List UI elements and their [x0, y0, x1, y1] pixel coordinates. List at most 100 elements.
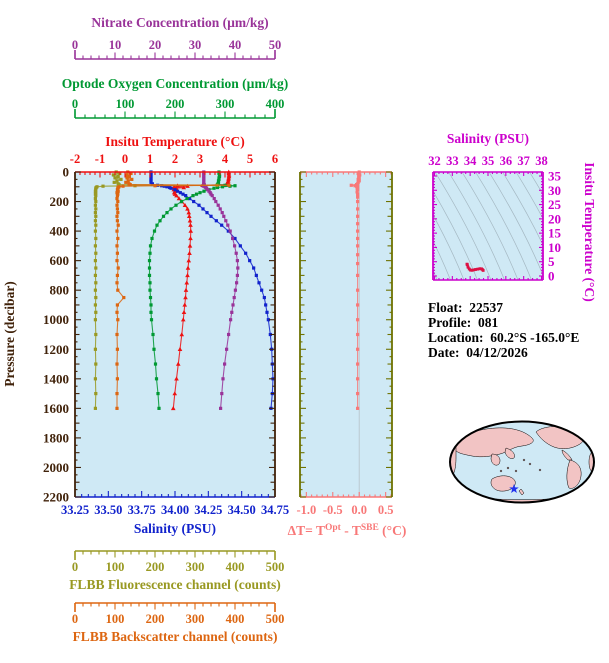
temperature-axis-tick-label: 6: [272, 152, 278, 166]
ts-track: [465, 262, 485, 272]
nitrate-axis-tick-label: 20: [149, 38, 162, 52]
float-info-line: Date: 04/12/2026: [428, 345, 528, 360]
delta_t-curve: [349, 170, 362, 410]
backscatter-axis-tick-label: 200: [146, 612, 165, 626]
pressure-axis-tick-label: 1600: [43, 401, 69, 416]
main-plot-area: [75, 172, 275, 497]
map-outline: [449, 420, 595, 504]
nitrate-axis-tick-label: 30: [189, 38, 202, 52]
pressure-axis-tick-label: 800: [50, 283, 70, 298]
backscatter-axis-tick-label: 0: [72, 612, 78, 626]
delta-t-equation-label: ΔT= TOpt - TSBE (°C): [288, 523, 407, 538]
ts-salinity-tick-label: 35: [482, 154, 495, 168]
pressure-axis-tick-label: 2200: [43, 490, 69, 505]
pressure-axis-tick-label: 1400: [43, 371, 69, 386]
ts-salinity-tick-label: 38: [535, 154, 548, 168]
salinity-axis-tick-label: 34.00: [161, 503, 189, 517]
pressure-axis-tick-label: 200: [50, 194, 70, 209]
oxygen-axis-tick-label: 300: [216, 97, 235, 111]
temperature-axis-tick-label: 3: [197, 152, 203, 166]
oxygen-ruler: [74, 109, 276, 119]
ts-temperature-tick-label: 35: [548, 169, 562, 184]
delta-t-plot-area: [300, 172, 392, 497]
ts-temperature-tick-label: 25: [548, 197, 562, 212]
backscatter-axis-title: FLBB Backscatter channel (counts): [73, 629, 278, 644]
fluorescence-axis-tick-label: 200: [146, 560, 165, 574]
oxygen-axis-title: Optode Oxygen Concentration (µm/kg): [62, 76, 288, 91]
pressure-axis-tick-label: 1000: [43, 312, 69, 327]
delta-t-equation-part: Opt: [325, 523, 342, 533]
ts-temperature-tick-label: 10: [548, 240, 561, 255]
temperature-curve: [170, 169, 232, 411]
ts-temperature-tick-label: 30: [548, 183, 561, 198]
backscatter-axis-tick-label: 100: [106, 612, 125, 626]
pressure-axis-tick-label: 0: [63, 165, 70, 180]
fluorescence-axis-tick-label: 400: [226, 560, 245, 574]
pressure-axis-tick-label: 2000: [43, 460, 69, 475]
temperature-axis-tick-label: -1: [95, 152, 105, 166]
main-plot-frame: [74, 171, 276, 498]
ts-plot-area: [433, 172, 543, 280]
delta-t-equation-part: SBE: [361, 523, 379, 533]
oxygen-axis-tick-label: 200: [166, 97, 185, 111]
fluorescence-axis-tick-label: 300: [186, 560, 205, 574]
nitrate-axis-tick-label: 50: [269, 38, 282, 52]
ts-temperature-tick-label: 15: [548, 226, 562, 241]
pressure-axis-title: Pressure (decibar): [2, 281, 17, 387]
delta-t-frame: [299, 171, 393, 498]
nitrate-axis-tick-label: 0: [72, 38, 78, 52]
oxygen-axis-tick-label: 0: [72, 97, 78, 111]
float-location-star: [509, 484, 519, 494]
delta-t-equation-part: (°C): [379, 523, 407, 538]
delta-t-axis-tick-label: -1.0: [296, 503, 316, 517]
pressure-axis-tick-label: 600: [50, 253, 70, 268]
salinity-axis-tick-label: 33.50: [94, 503, 122, 517]
ts-frame: [432, 171, 544, 281]
fluorescence-axis-tick-label: 0: [72, 560, 78, 574]
delta-t-equation-part: - T: [341, 523, 361, 538]
pressure-axis-tick-label: 400: [50, 224, 70, 239]
ts-salinity-tick-label: 36: [500, 154, 513, 168]
salinity-axis-tick-label: 34.25: [194, 503, 222, 517]
nitrate-axis-title: Nitrate Concentration (µm/kg): [91, 15, 268, 30]
ts-salinity-tick-label: 34: [464, 154, 477, 168]
fluorescence-curve: [93, 170, 219, 410]
fluorescence-axis-title: FLBB Fluorescence channel (counts): [69, 577, 281, 592]
ts-temperature-tick-label: 0: [548, 269, 555, 284]
map-landmasses: [450, 425, 594, 503]
temperature-axis-tick-label: 2: [172, 152, 178, 166]
delta-t-equation-part: ΔT= T: [288, 523, 325, 538]
delta-t-axis-tick-label: -0.5: [323, 503, 343, 517]
oxygen-axis-tick-label: 400: [266, 97, 285, 111]
temperature-axis-title: Insitu Temperature (°C): [105, 134, 244, 149]
delta-t-axis-tick-label: 0.0: [351, 503, 367, 517]
salinity-axis-tick-label: 33.25: [61, 503, 89, 517]
nitrate-curve: [201, 170, 240, 410]
nitrate-ruler: [74, 50, 276, 60]
backscatter-axis-tick-label: 500: [266, 612, 285, 626]
salinity-axis-title: Salinity (PSU): [134, 521, 216, 536]
backscatter-ruler: [74, 602, 276, 612]
ts-temperature-title: Insitu Temperature (°C): [582, 162, 597, 301]
fluorescence-axis-tick-label: 500: [266, 560, 285, 574]
salinity-axis-tick-label: 34.75: [261, 503, 289, 517]
ts-temperature-tick-label: 20: [548, 211, 561, 226]
ts-salinity-tick-label: 33: [446, 154, 459, 168]
temperature-axis-tick-label: -2: [70, 152, 80, 166]
float-info-line: Location: 60.2°S -165.0°E: [428, 330, 579, 345]
salinity-axis-tick-label: 34.50: [228, 503, 256, 517]
backscatter-axis-tick-label: 400: [226, 612, 245, 626]
nitrate-axis-tick-label: 40: [229, 38, 242, 52]
ts-salinity-tick-label: 32: [428, 154, 441, 168]
temperature-axis-tick-label: 5: [247, 152, 253, 166]
pressure-axis-tick-label: 1800: [43, 430, 69, 445]
delta-t-axis-tick-label: 0.5: [378, 503, 394, 517]
float-info-line: Profile: 081: [428, 315, 498, 330]
temperature-axis-tick-label: 1: [147, 152, 153, 166]
nitrate-axis-tick-label: 10: [109, 38, 122, 52]
ts-salinity-tick-label: 37: [517, 154, 530, 168]
ts-salinity-title: Salinity (PSU): [447, 131, 529, 146]
